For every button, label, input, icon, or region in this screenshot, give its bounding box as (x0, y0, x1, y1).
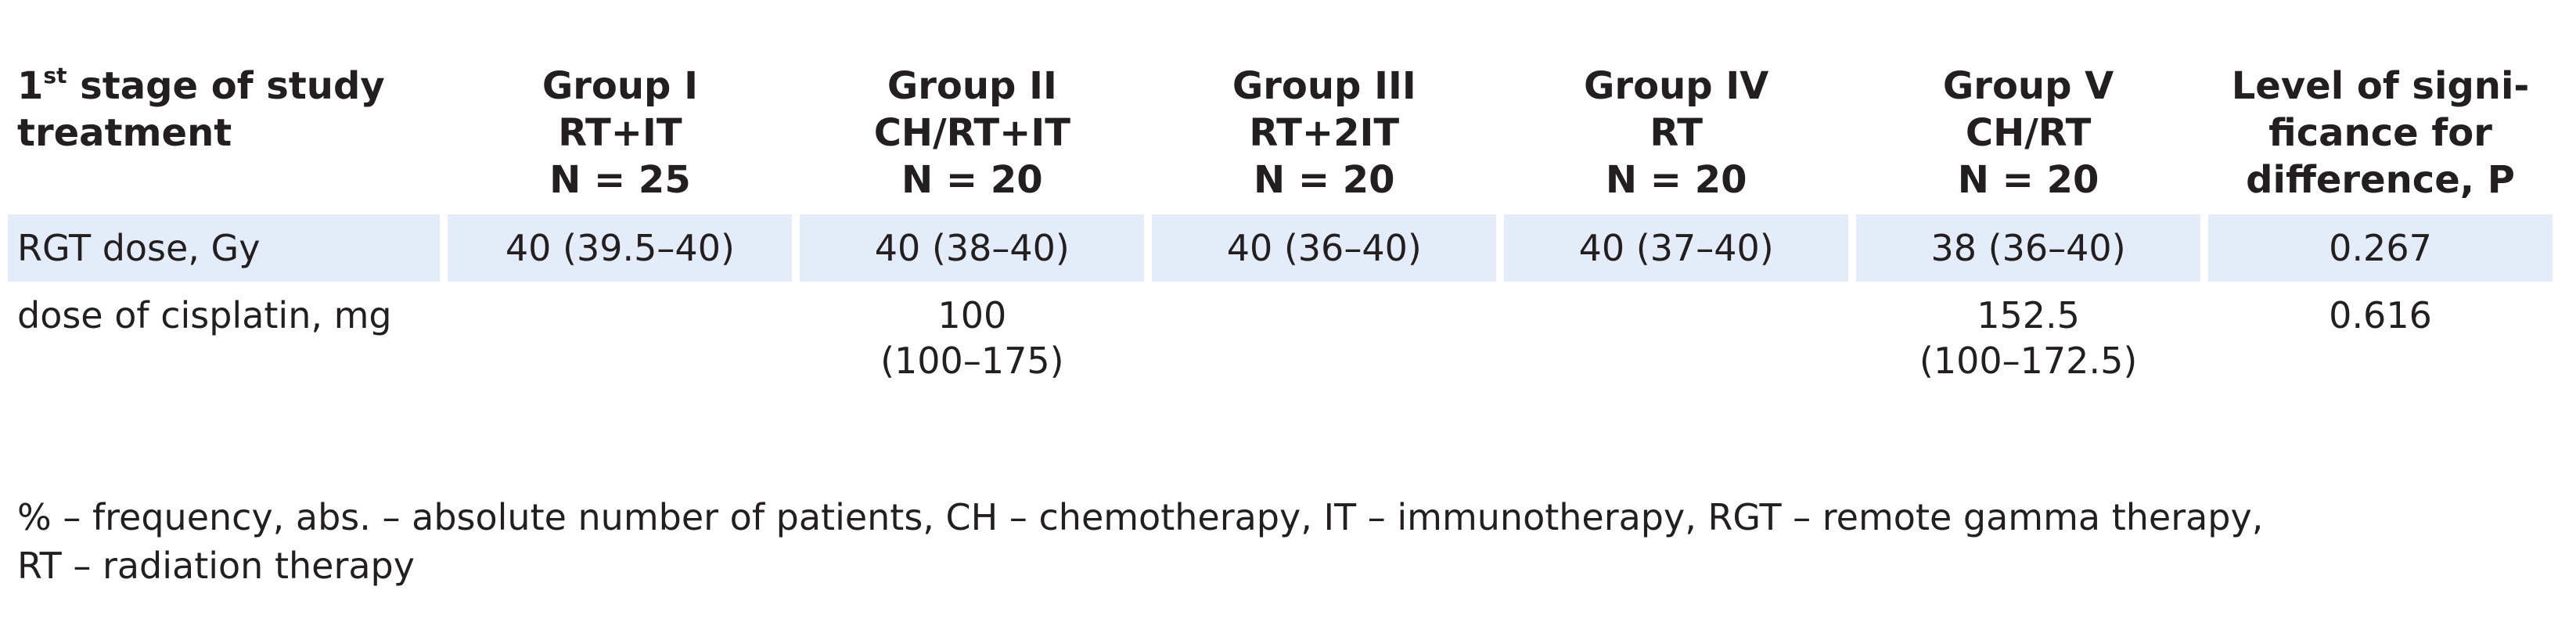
p-value-cell: 0.267 (2208, 214, 2553, 282)
group-therapy: RT (1650, 111, 1703, 155)
footnote-line1: % – frequency, abs. – absolute number of… (17, 496, 2264, 538)
header-group-4: Group IV RT N = 20 (1504, 63, 1848, 214)
table-cell-empty (448, 282, 792, 383)
header-stage-line1: 1st stage of study (17, 63, 385, 108)
table-cell: 40 (38–40) (800, 214, 1145, 282)
p-value-cell: 0.616 (2329, 294, 2432, 336)
group-name: Group II (887, 64, 1057, 108)
table-cell: 40 (37–40) (1504, 214, 1849, 282)
significance-line1: Level of signi- (2231, 64, 2530, 108)
study-treatment-table: 1st stage of study treatment Group I RT+… (0, 63, 2560, 383)
table-row-cisplatin-dose: dose of cisplatin, mg 100 (100–175) 152.… (8, 282, 2553, 383)
group-name: Group III (1232, 64, 1416, 108)
group-name: Group I (541, 64, 698, 108)
header-stage-of-treatment: 1st stage of study treatment (8, 63, 440, 214)
header-stage-line2: treatment (17, 111, 232, 155)
significance-line3: difference, P (2246, 158, 2515, 202)
table-cell-empty (1152, 282, 1496, 383)
header-significance: Level of signi- ficance for difference, … (2208, 63, 2553, 214)
row-label: dose of cisplatin, mg (17, 294, 392, 336)
table-cell: 38 (36–40) (1856, 214, 2201, 282)
group-n: N = 20 (1957, 158, 2099, 202)
table-cell: 152.5 (100–172.5) (1919, 294, 2138, 382)
group-n: N = 20 (1253, 158, 1395, 202)
table-footnote: % – frequency, abs. – absolute number of… (17, 493, 2553, 590)
group-name: Group V (1942, 64, 2114, 108)
table-cell: 100 (100–175) (880, 294, 1064, 382)
group-n: N = 25 (549, 158, 691, 202)
group-n: N = 20 (901, 158, 1043, 202)
table-cell: 40 (36–40) (1152, 214, 1497, 282)
header-row: 1st stage of study treatment Group I RT+… (8, 63, 2553, 214)
group-name: Group IV (1584, 64, 1769, 108)
group-therapy: RT+IT (558, 111, 682, 155)
group-therapy: CH/RT+IT (873, 111, 1070, 155)
header-group-3: Group III RT+2IT N = 20 (1152, 63, 1496, 214)
table-row-rgt-dose: RGT dose, Gy 40 (39.5–40) 40 (38–40) 40 … (8, 214, 2553, 282)
footnote-line2: RT – radiation therapy (17, 545, 415, 587)
significance-line2: ficance for (2268, 111, 2492, 155)
table-cell: 40 (39.5–40) (448, 214, 793, 282)
table-cell-empty (1504, 282, 1848, 383)
group-n: N = 20 (1605, 158, 1747, 202)
header-group-5: Group V CH/RT N = 20 (1856, 63, 2200, 214)
group-therapy: RT+2IT (1249, 111, 1400, 155)
header-group-2: Group II CH/RT+IT N = 20 (800, 63, 1144, 214)
group-therapy: CH/RT (1965, 111, 2092, 155)
row-label: RGT dose, Gy (8, 214, 441, 282)
header-group-1: Group I RT+IT N = 25 (448, 63, 792, 214)
